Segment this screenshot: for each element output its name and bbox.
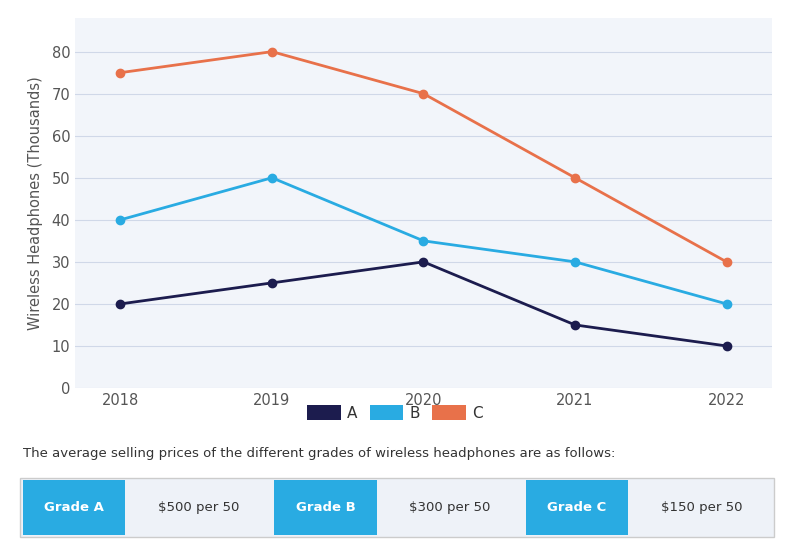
Text: The average selling prices of the different grades of wireless headphones are as: The average selling prices of the differ… xyxy=(24,447,615,460)
Text: Grade C: Grade C xyxy=(547,501,607,514)
Text: $150 per 50: $150 per 50 xyxy=(660,501,742,514)
Text: Grade A: Grade A xyxy=(44,501,104,514)
Legend: A, B, C: A, B, C xyxy=(301,399,489,427)
Text: Grade B: Grade B xyxy=(295,501,356,514)
FancyBboxPatch shape xyxy=(274,480,377,535)
FancyBboxPatch shape xyxy=(23,480,126,535)
Text: $500 per 50: $500 per 50 xyxy=(158,501,239,514)
Text: $300 per 50: $300 per 50 xyxy=(409,501,491,514)
FancyBboxPatch shape xyxy=(525,480,628,535)
FancyBboxPatch shape xyxy=(20,478,774,537)
Y-axis label: Wireless Headphones (Thousands): Wireless Headphones (Thousands) xyxy=(28,76,43,330)
